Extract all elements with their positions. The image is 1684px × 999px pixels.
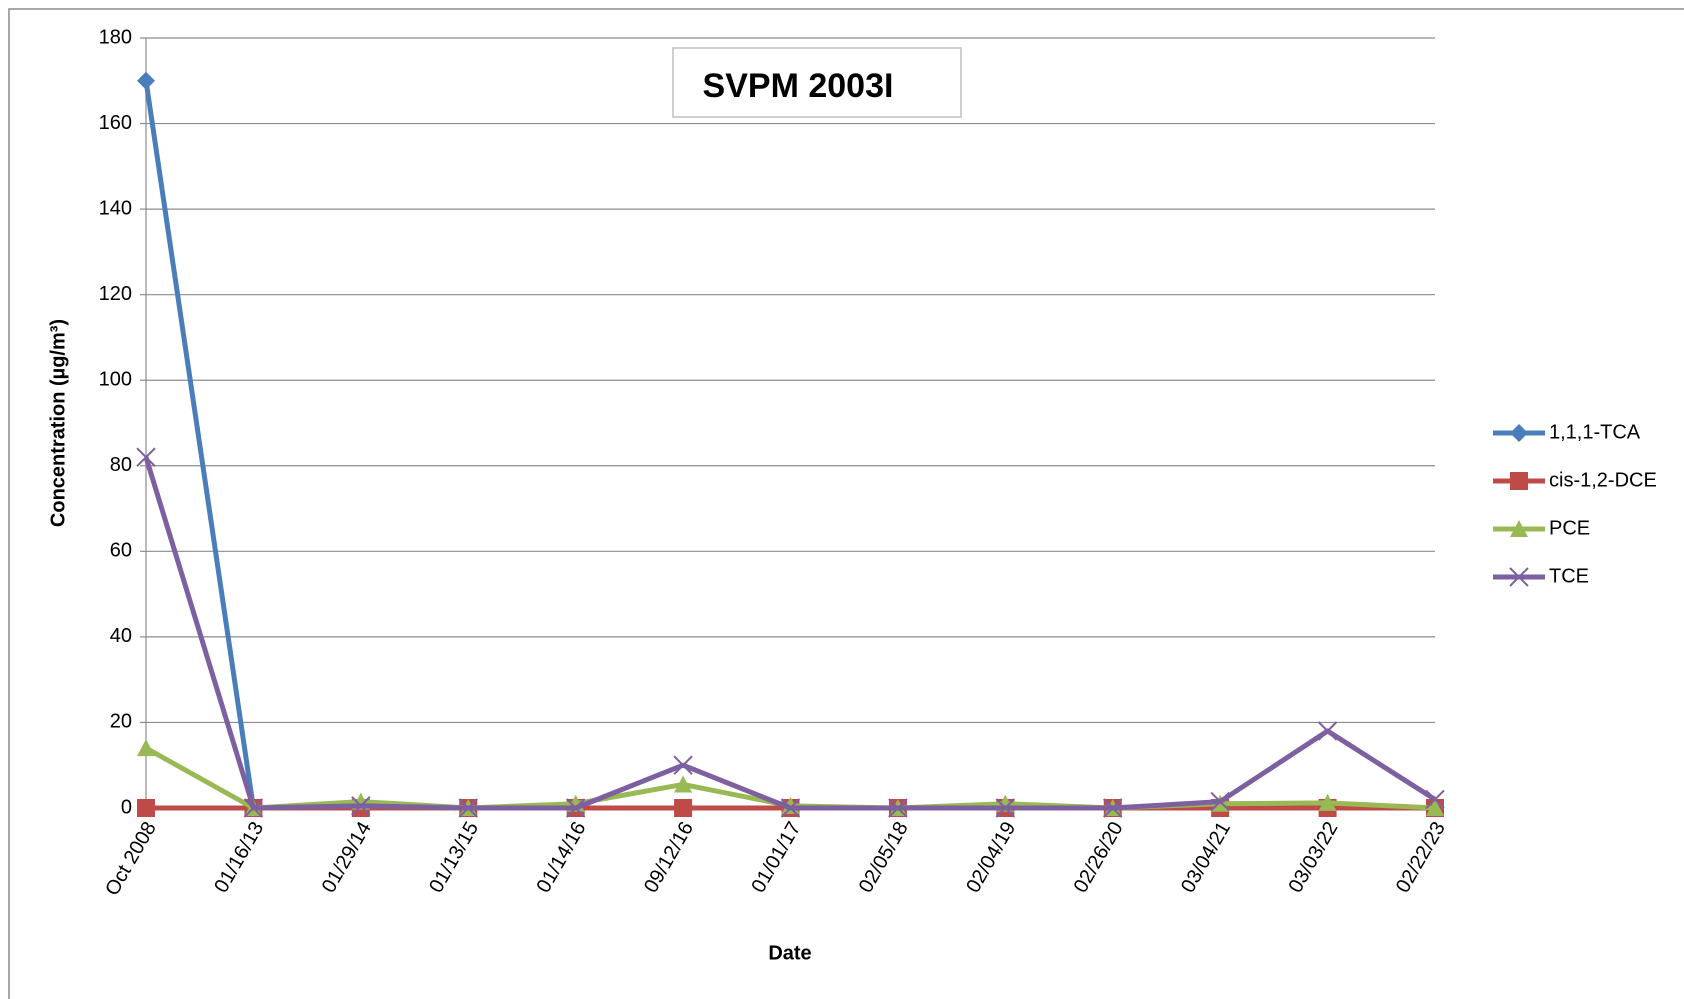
x-tick-label: 01/29/14	[318, 818, 376, 896]
data-point	[1103, 798, 1123, 818]
y-tick-label: 20	[110, 711, 132, 733]
x-tick-label: 01/14/16	[533, 818, 591, 896]
x-tick-label: Oct 2008	[101, 818, 161, 899]
series-line	[143, 456, 1437, 811]
y-tick-label: 100	[99, 369, 132, 391]
chart-title: SVPM 2003I	[703, 67, 894, 105]
legend-marker	[1510, 520, 1528, 537]
data-point	[137, 71, 155, 90]
x-tick-label: 03/04/21	[1177, 818, 1235, 896]
data-point	[243, 798, 264, 818]
x-tick-label: 01/16/13	[210, 818, 268, 896]
y-tick-label: 160	[99, 112, 132, 134]
x-tick-label: 09/12/16	[640, 818, 698, 896]
legend-marker	[1510, 472, 1528, 490]
data-point	[565, 798, 586, 818]
legend-label: 1,1,1-TCA	[1549, 421, 1641, 443]
x-tick-label: 01/01/17	[747, 818, 805, 896]
legend-label: TCE	[1549, 565, 1589, 587]
data-point	[137, 799, 155, 817]
data-point	[1425, 789, 1445, 810]
x-axis-label: Date	[768, 942, 811, 964]
legend-label: PCE	[1549, 517, 1590, 539]
x-tick-label: 02/22/23	[1392, 818, 1450, 896]
legend-label: cis-1,2-DCE	[1549, 469, 1657, 491]
y-tick-label: 80	[110, 454, 132, 476]
x-tick-label: 03/03/22	[1285, 818, 1343, 896]
data-point	[673, 755, 693, 775]
data-point	[1426, 799, 1444, 816]
y-tick-label: 60	[110, 540, 132, 562]
data-point	[674, 775, 693, 793]
data-point	[1318, 793, 1337, 811]
data-point	[995, 798, 1016, 818]
y-tick-label: 0	[121, 796, 132, 818]
data-point	[351, 796, 371, 816]
chart-border	[8, 8, 1684, 999]
y-axis-label: Concentration (µg/m³)	[47, 319, 69, 527]
legend-marker	[1510, 424, 1528, 442]
x-tick-label: 01/13/15	[425, 818, 483, 896]
y-tick-label: 140	[99, 197, 132, 219]
legend-marker	[1509, 567, 1529, 587]
title-box	[672, 47, 962, 118]
data-point	[780, 798, 801, 818]
x-tick-label: 02/05/18	[855, 818, 913, 896]
y-tick-label: 40	[110, 625, 132, 647]
data-point	[888, 798, 908, 818]
y-tick-label: 120	[99, 283, 132, 305]
data-point	[674, 799, 693, 817]
data-point	[136, 447, 156, 467]
x-tick-label: 02/26/20	[1070, 818, 1128, 896]
data-point	[1317, 721, 1338, 741]
data-point	[458, 798, 478, 818]
series-line	[143, 80, 1435, 811]
data-point	[1210, 791, 1230, 812]
x-tick-label: 02/04/19	[962, 818, 1020, 896]
y-tick-label: 180	[99, 26, 132, 48]
data-point	[137, 739, 155, 757]
